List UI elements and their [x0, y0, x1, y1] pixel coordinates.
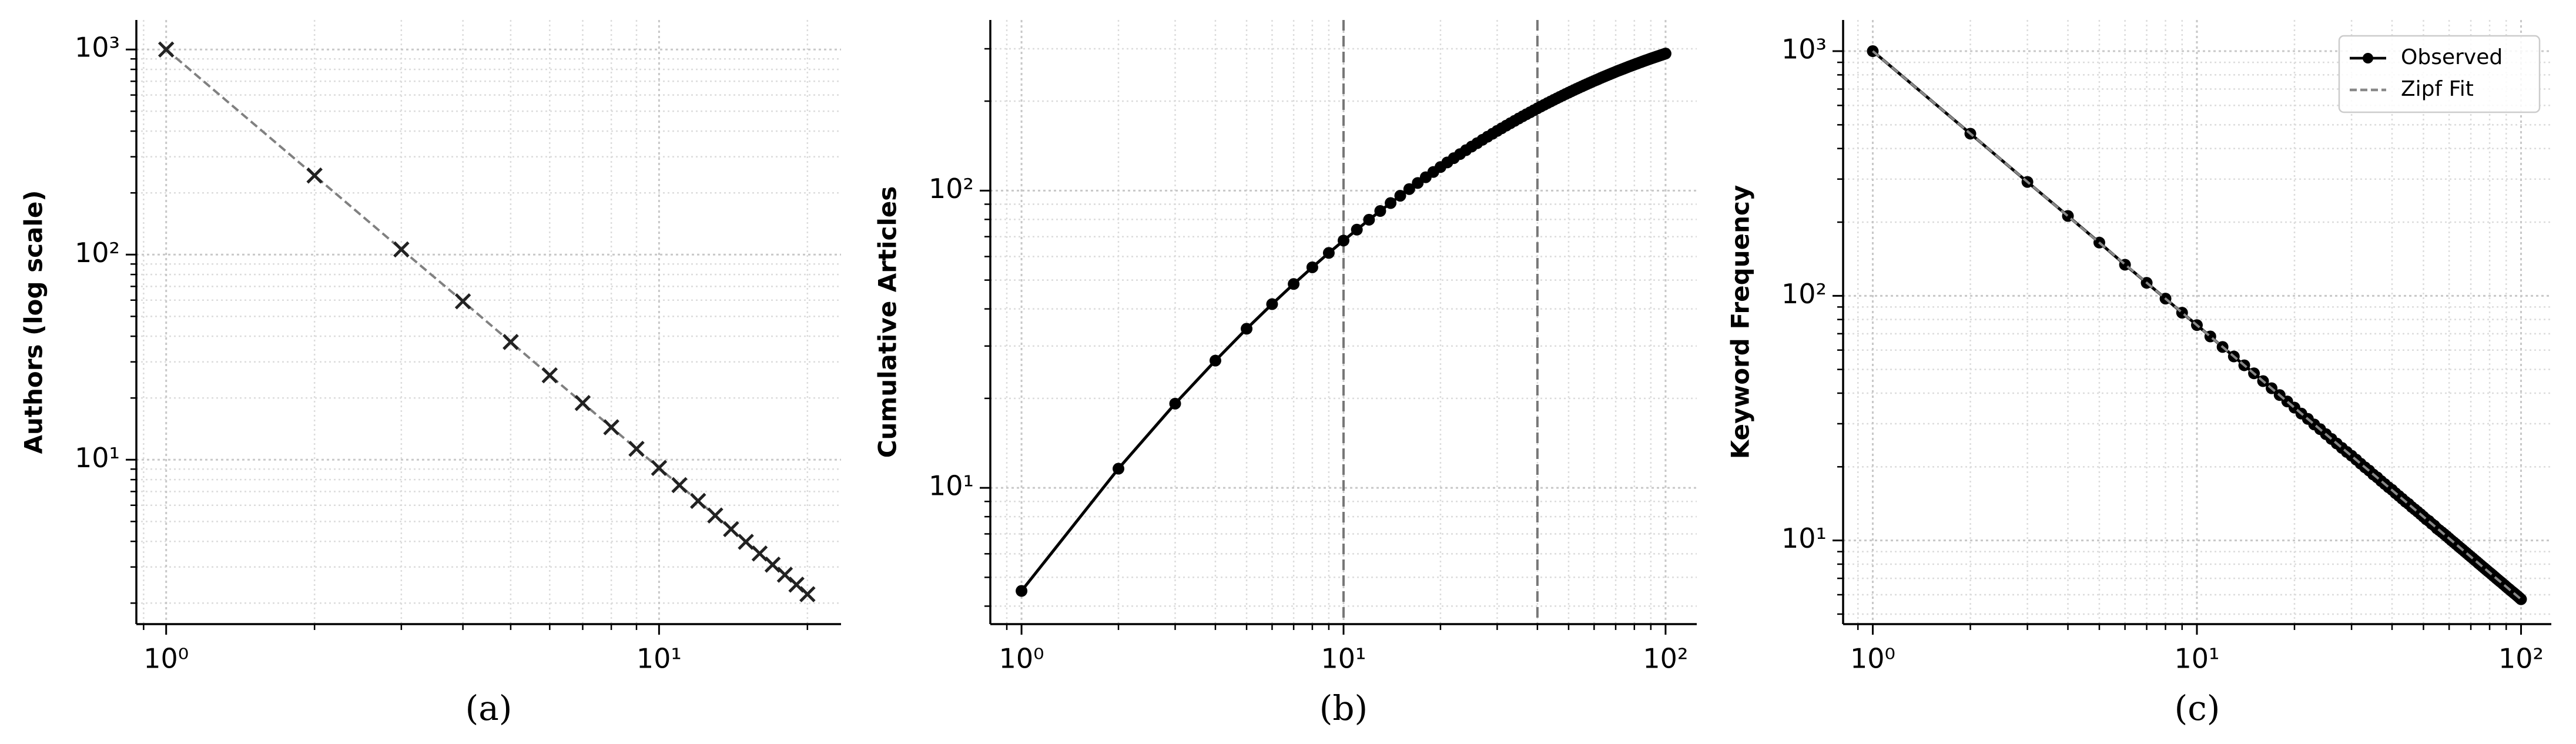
legend-label: Zipf Fit [2401, 77, 2474, 101]
marker [751, 545, 768, 562]
marker [1403, 183, 1415, 195]
marker [306, 167, 323, 184]
marker [1374, 205, 1386, 217]
x-tick-label: 10¹ [1321, 643, 1366, 675]
caption: (b) [1319, 688, 1368, 728]
x-tick-label: 10⁰ [1850, 643, 1895, 675]
caption: (a) [465, 688, 512, 728]
y-axis-label: Keyword Frequency [1726, 185, 1755, 460]
marker [738, 534, 754, 550]
marker [671, 477, 688, 494]
marker [541, 367, 558, 384]
y-tick-label: 10¹ [929, 470, 974, 502]
y-tick-label: 10³ [75, 32, 120, 63]
y-axis-label: Cumulative Articles [873, 186, 902, 458]
marker [158, 41, 175, 58]
legend-box [2338, 35, 2541, 113]
y-tick-label: 10² [929, 173, 974, 205]
x-tick-label: 10¹ [637, 643, 682, 675]
marker [1209, 354, 1221, 367]
y-tick-label: 10³ [1781, 33, 1827, 65]
y-tick-label: 10² [1781, 278, 1827, 310]
marker [1659, 48, 1671, 60]
marker [1241, 323, 1253, 335]
marker [1288, 278, 1300, 290]
marker [603, 419, 619, 435]
panel: 10⁰ 10¹ 10² 10¹ 10² Cumulative Articles (b) [873, 20, 1697, 728]
marker [1266, 298, 1278, 310]
legend-swatch [2363, 53, 2373, 63]
x-tick-label: 10⁰ [143, 643, 189, 675]
marker [1385, 197, 1397, 209]
x-tick-label: 10⁰ [999, 643, 1044, 675]
marker [707, 507, 723, 524]
y-axis-label: Authors (log scale) [19, 190, 48, 454]
x-tick-label: 10² [2498, 643, 2544, 675]
marker [1363, 213, 1375, 226]
marker [690, 492, 706, 510]
marker [628, 441, 645, 457]
marker [1169, 397, 1181, 410]
marker [723, 521, 739, 538]
marker [1338, 234, 1349, 247]
marker [764, 557, 781, 573]
marker [1322, 247, 1335, 259]
panel: 10⁰ 10¹ 10² 10¹ 10² 10³ Keyword Frequency (c) Ob… [1726, 20, 2551, 728]
marker [574, 395, 591, 411]
marker [454, 293, 471, 310]
caption: (c) [2175, 688, 2220, 728]
y-tick-label: 10² [75, 237, 120, 269]
marker [393, 241, 410, 258]
panel: 10⁰ 10¹ 10¹ 10² 10³ Authors (log scale) (a) [19, 20, 841, 728]
marker [1351, 223, 1363, 236]
x-tick-label: 10² [1643, 643, 1688, 675]
y-tick-label: 10¹ [75, 442, 120, 474]
marker [651, 460, 668, 477]
series-line [1872, 50, 2522, 601]
marker [799, 586, 816, 602]
x-tick-label: 10¹ [2174, 643, 2219, 675]
legend: Observed Zipf Fit [2338, 35, 2541, 113]
marker [1306, 261, 1318, 273]
marker [1113, 463, 1125, 475]
legend-label: Observed [2401, 45, 2503, 69]
y-tick-label: 10¹ [1781, 522, 1827, 554]
marker [503, 334, 519, 350]
marker [1016, 585, 1028, 597]
marker [1394, 190, 1406, 202]
